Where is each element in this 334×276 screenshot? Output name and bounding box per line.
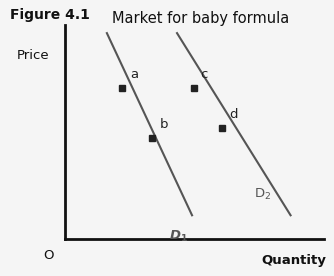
Text: c: c xyxy=(200,68,208,81)
Text: Price: Price xyxy=(17,49,50,62)
Text: D$_2$: D$_2$ xyxy=(254,187,271,202)
Text: a: a xyxy=(130,68,138,81)
Text: b: b xyxy=(159,118,168,131)
Text: D$_\mathbf{1}$: D$_\mathbf{1}$ xyxy=(169,229,188,243)
Text: d: d xyxy=(229,108,237,121)
Text: Quantity: Quantity xyxy=(262,254,326,267)
Text: Figure 4.1: Figure 4.1 xyxy=(10,8,90,22)
Text: O: O xyxy=(43,249,54,262)
Text: Market for baby formula: Market for baby formula xyxy=(112,11,289,26)
